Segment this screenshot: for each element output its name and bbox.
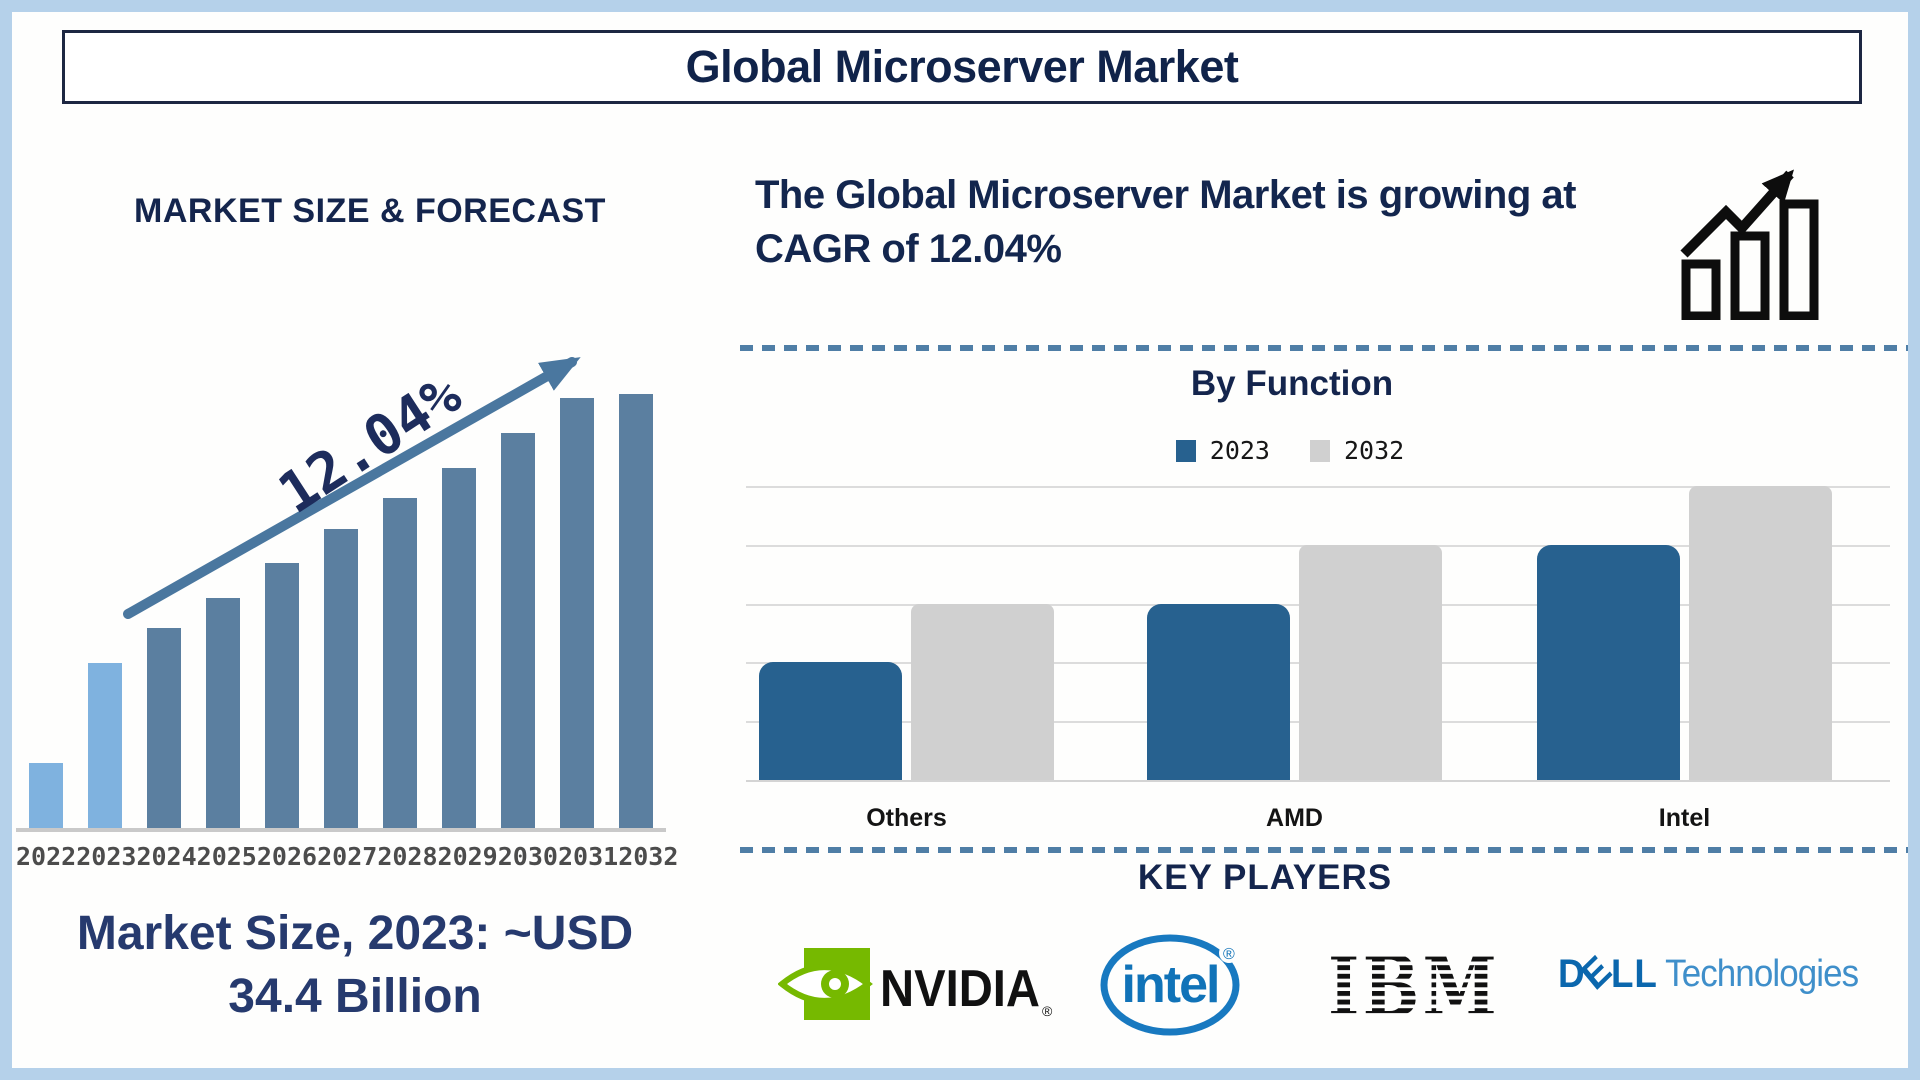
dell-technologies-text: Technologies	[1665, 953, 1859, 995]
dell-wordmark: D E LL	[1558, 947, 1658, 999]
bar-2023	[87, 663, 122, 828]
bar-intel-2032	[1689, 486, 1832, 780]
market-size-caption-line1: Market Size, 2023: ~USD	[76, 907, 634, 960]
nvidia-logo: NVIDIA ®	[778, 948, 1053, 1020]
x-tick-2024: 2024	[136, 842, 197, 871]
bar-2025	[205, 597, 240, 828]
bar-others-2032	[911, 603, 1054, 780]
legend-swatch-2023	[1175, 439, 1196, 462]
gridline	[746, 486, 1890, 488]
legend-swatch-2032	[1310, 439, 1330, 462]
bar-amd-2032	[1299, 544, 1442, 780]
by-function-legend: 2023 2032	[1090, 436, 1490, 465]
bar-others-2023	[759, 662, 902, 780]
market-size-bar-cell-2022	[16, 336, 75, 828]
market-size-caption: Market Size, 2023: ~USD 34.4 Billion	[10, 902, 700, 1029]
cagr-headline: The Global Microserver Market is growing…	[755, 173, 1576, 271]
legend-label-2032: 2032	[1344, 436, 1405, 465]
legend-item-2032: 2032	[1310, 436, 1404, 465]
title-box: Global Microserver Market	[62, 30, 1862, 104]
x-tick-2030: 2030	[497, 842, 558, 871]
bar-2032	[619, 394, 654, 828]
x-tick-2023: 2023	[76, 842, 137, 871]
page-title: Global Microserver Market	[685, 41, 1239, 92]
intel-wordmark: intel	[1122, 956, 1219, 1014]
market-size-bar-cell-2023	[75, 336, 134, 828]
bar-2024	[146, 628, 181, 828]
bar-2027	[324, 528, 359, 828]
market-size-bar-cell-2031	[548, 336, 607, 828]
bar-2029	[442, 467, 477, 828]
ibm-wordmark: IBM	[1328, 948, 1500, 1024]
nvidia-registered-mark: ®	[1042, 1003, 1053, 1019]
x-tick-2026: 2026	[256, 842, 318, 871]
market-size-bar-cell-2032	[607, 336, 666, 828]
market-size-chart: 2022 2023 2024 2025 2026 2027 2028 2029 2030 2031…	[16, 336, 678, 871]
market-size-bars	[16, 336, 666, 832]
market-size-bar-cell-2029	[430, 336, 489, 828]
bar-2026	[264, 563, 299, 828]
category-label-amd: AMD	[1266, 804, 1323, 832]
legend-item-2023: 2023	[1175, 436, 1270, 465]
growth-trend-arrow-icon	[123, 357, 581, 619]
divider-dashed-top	[740, 345, 1908, 351]
by-function-chart: Others AMD Intel	[746, 486, 1890, 832]
x-tick-2031: 2031	[557, 842, 619, 871]
legend-label-2023: 2023	[1209, 436, 1270, 465]
market-size-bar-cell-2027	[311, 336, 370, 828]
bar-2022	[28, 762, 63, 828]
market-size-bar-cell-2025	[193, 336, 252, 828]
dell-technologies-logo: D E LL Technologies	[1558, 947, 1859, 999]
category-label-others: Others	[866, 804, 947, 832]
market-size-bar-cell-2028	[371, 336, 430, 828]
bar-2028	[383, 498, 418, 828]
intel-registered-mark: ®	[1223, 946, 1235, 963]
growth-chart-icon	[1680, 169, 1819, 320]
market-size-caption-line2: 34.4 Billion	[228, 970, 482, 1024]
x-tick-2029: 2029	[437, 842, 498, 871]
category-label-intel: Intel	[1658, 804, 1711, 832]
nvidia-wordmark: NVIDIA	[880, 960, 1040, 1018]
bar-2031	[560, 398, 595, 828]
market-size-bar-cell-2024	[134, 336, 193, 828]
key-players-title: KEY PLAYERS	[1137, 858, 1393, 897]
bar-2030	[501, 433, 536, 828]
x-tick-2032: 2032	[618, 842, 679, 871]
divider-dashed-bottom	[740, 847, 1908, 853]
intel-oval	[1100, 934, 1240, 1036]
bar-intel-2023	[1537, 544, 1680, 780]
by-function-title: By Function	[1190, 364, 1394, 403]
x-tick-2027: 2027	[317, 842, 378, 871]
market-size-section-title: MARKET SIZE & FORECAST	[134, 192, 606, 230]
x-tick-2025: 2025	[196, 842, 257, 871]
x-tick-2028: 2028	[377, 842, 438, 871]
x-tick-2022: 2022	[16, 842, 77, 871]
market-size-bar-cell-2026	[252, 336, 311, 828]
intel-logo: intel ®	[1100, 934, 1240, 1036]
market-size-bar-cell-2030	[489, 336, 548, 828]
bar-amd-2023	[1147, 603, 1290, 780]
ibm-logo: IBM	[1328, 948, 1500, 1024]
market-size-x-axis: 2022 2023 2024 2025 2026 2027 2028 2029 2030 2031…	[16, 842, 678, 871]
